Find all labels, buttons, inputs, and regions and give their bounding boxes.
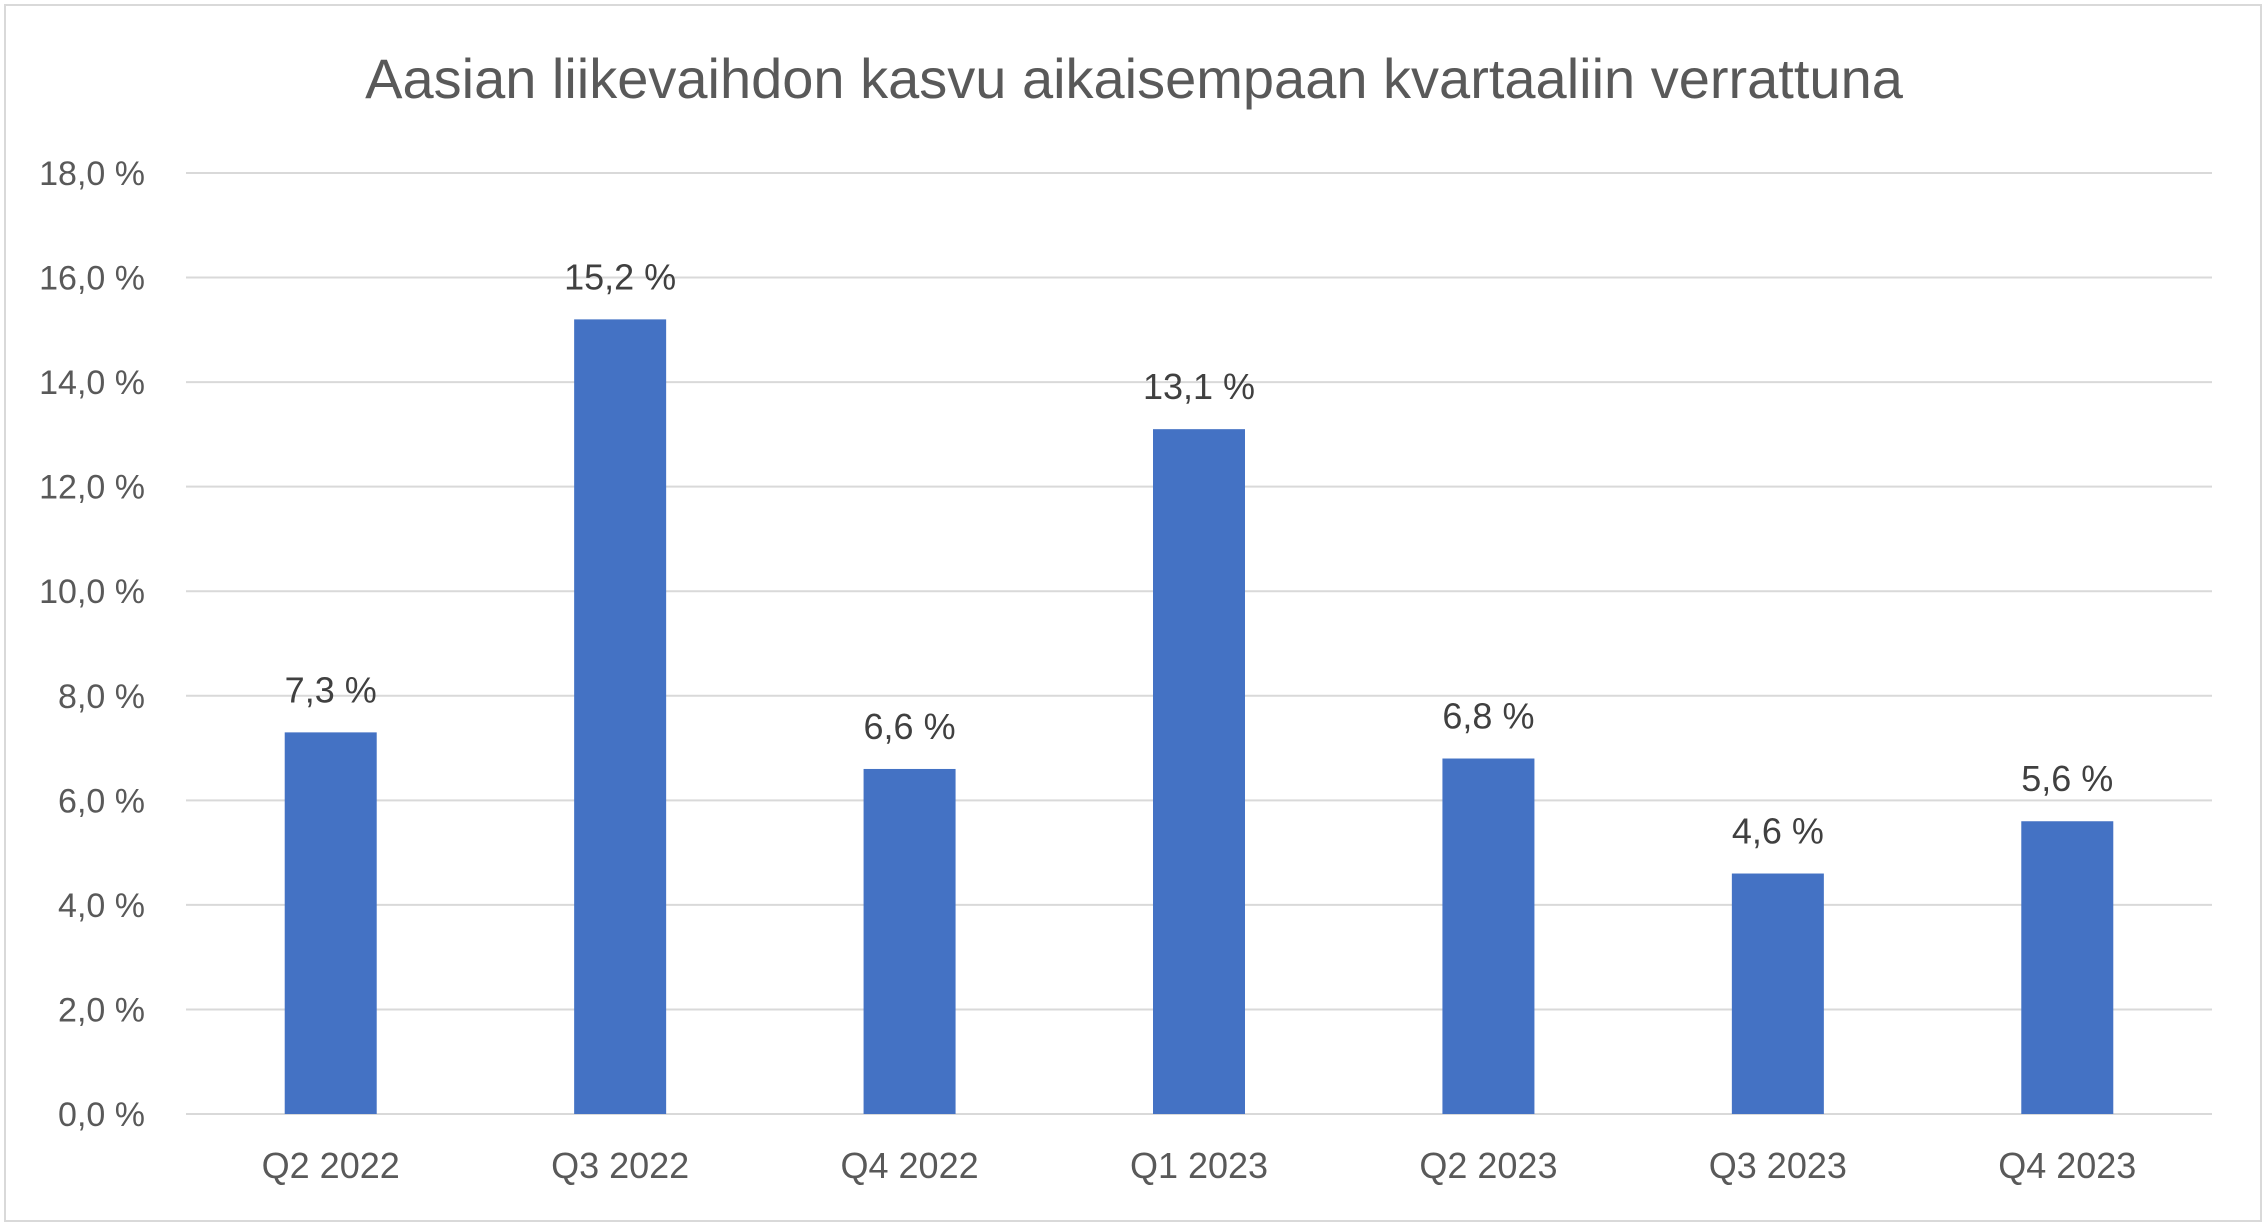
- y-tick-label: 14,0 %: [39, 364, 145, 402]
- y-tick-label: 2,0 %: [58, 991, 145, 1029]
- data-label: 13,1 %: [1143, 366, 1255, 407]
- category-label: Q2 2023: [1419, 1145, 1557, 1186]
- y-tick-label: 0,0 %: [58, 1096, 145, 1134]
- y-tick-label: 4,0 %: [58, 887, 145, 925]
- data-labels: 7,3 % 15,2 % 6,6 % 13,1 % 6,8 % 4,6 % 5,6 %: [285, 256, 2114, 851]
- data-label: 15,2 %: [564, 256, 676, 297]
- bar: [863, 768, 956, 1114]
- y-tick-label: 6,0 %: [58, 782, 145, 820]
- chart-frame: [4, 4, 2262, 1222]
- category-label: Q1 2023: [1130, 1145, 1268, 1186]
- data-label: 7,3 %: [285, 669, 377, 710]
- chart-title: Aasian liikevaihdon kasvu aikaisempaan k…: [365, 47, 1904, 110]
- y-tick-label: 8,0 %: [58, 678, 145, 716]
- y-tick-label: 12,0 %: [39, 469, 145, 507]
- data-label: 5,6 %: [2021, 758, 2113, 799]
- y-tick-label: 10,0 %: [39, 573, 145, 611]
- data-label: 6,8 %: [1442, 696, 1534, 737]
- category-label: Q2 2022: [262, 1145, 400, 1186]
- bar: [2021, 821, 2114, 1114]
- y-tick-label: 16,0 %: [39, 260, 145, 298]
- bar: [1731, 873, 1824, 1114]
- data-label: 6,6 %: [864, 706, 956, 747]
- category-label: Q3 2022: [551, 1145, 689, 1186]
- bar: [574, 319, 667, 1114]
- bar: [284, 732, 377, 1114]
- category-label: Q4 2022: [841, 1145, 979, 1186]
- bar: [1153, 429, 1245, 1114]
- y-tick-label: 18,0 %: [39, 155, 145, 193]
- category-label: Q3 2023: [1709, 1145, 1847, 1186]
- gridlines: [186, 172, 2212, 1115]
- category-label: Q4 2023: [1998, 1145, 2136, 1186]
- data-label: 4,6 %: [1732, 811, 1824, 852]
- y-axis-tick-labels: 0,0 % 2,0 % 4,0 % 6,0 % 8,0 % 10,0 % 12,0 % 14,…: [39, 155, 145, 1134]
- bars: [284, 319, 2114, 1114]
- x-axis-category-labels: Q2 2022 Q3 2022 Q4 2022 Q1 2023 Q2 2023 Q3 20…: [262, 1145, 2137, 1186]
- bar: [1442, 758, 1535, 1114]
